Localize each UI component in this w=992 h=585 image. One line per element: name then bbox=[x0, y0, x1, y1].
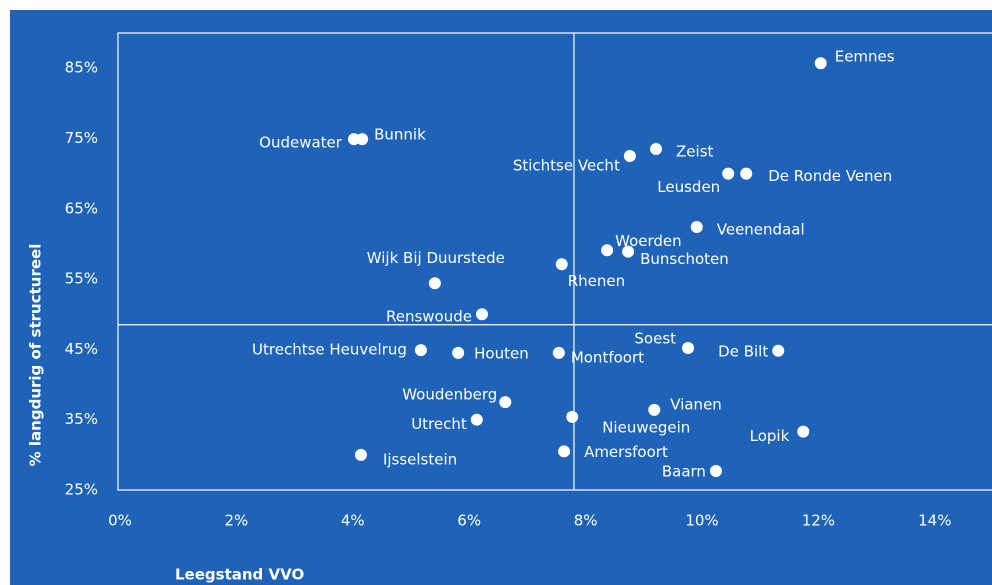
x-tick-label: 8% bbox=[574, 512, 598, 530]
point bbox=[797, 425, 810, 438]
point-label: Vianen bbox=[670, 395, 722, 413]
point bbox=[452, 346, 465, 359]
point bbox=[772, 344, 785, 357]
point bbox=[690, 221, 703, 234]
y-tick-label: 45% bbox=[65, 340, 98, 358]
point bbox=[476, 308, 489, 321]
x-axis-title: Leegstand VVO bbox=[175, 566, 304, 584]
y-tick-label: 55% bbox=[65, 270, 98, 288]
point-label: Veenendaal bbox=[717, 221, 805, 239]
x-tick-label: 2% bbox=[225, 512, 249, 530]
point-label: Baarn bbox=[662, 463, 706, 481]
x-tick-label: 4% bbox=[341, 512, 365, 530]
point bbox=[555, 258, 568, 271]
point bbox=[470, 413, 483, 426]
point-label: Eemnes bbox=[835, 48, 895, 66]
point-label: Montfoort bbox=[571, 348, 644, 366]
point-label: Ijsselstein bbox=[383, 450, 457, 468]
point-label: Woudenberg bbox=[402, 386, 497, 404]
point-label: Renswoude bbox=[386, 308, 472, 326]
x-tick-label: 6% bbox=[457, 512, 481, 530]
point-label: Nieuwegein bbox=[602, 418, 690, 436]
point bbox=[650, 143, 663, 156]
point bbox=[722, 167, 735, 180]
x-tick-label: 14% bbox=[918, 512, 951, 530]
x-tick-label: 12% bbox=[802, 512, 835, 530]
point bbox=[648, 403, 661, 416]
point bbox=[709, 465, 722, 478]
point-label: De Ronde Venen bbox=[768, 167, 892, 185]
point bbox=[428, 277, 441, 290]
point bbox=[354, 448, 367, 461]
y-axis-title: % langdurig of structureel bbox=[27, 244, 45, 467]
x-tick-label: 0% bbox=[108, 512, 132, 530]
point-label: De Bilt bbox=[718, 342, 768, 360]
x-tick-label: 10% bbox=[685, 512, 718, 530]
point bbox=[558, 445, 571, 458]
point-label: Houten bbox=[474, 344, 529, 362]
point bbox=[601, 244, 614, 257]
point bbox=[356, 133, 369, 146]
point bbox=[499, 396, 512, 409]
point-label: Woerden bbox=[615, 232, 682, 250]
point-label: Rhenen bbox=[568, 272, 625, 290]
point-label: Wijk Bij Duurstede bbox=[367, 249, 505, 267]
point-label: Oudewater bbox=[259, 134, 343, 152]
point-label: Stichtse Vecht bbox=[513, 157, 620, 175]
point-label: Lopik bbox=[750, 427, 790, 445]
y-tick-label: 75% bbox=[65, 129, 98, 147]
point bbox=[552, 346, 565, 359]
point bbox=[740, 167, 753, 180]
point-label: Zeist bbox=[676, 143, 713, 161]
plot-frame bbox=[117, 32, 992, 491]
y-tick-label: 35% bbox=[65, 410, 98, 428]
point-label: Utrechtse Heuvelrug bbox=[252, 341, 407, 359]
y-tick-label: 85% bbox=[65, 59, 98, 77]
point bbox=[623, 150, 636, 163]
point-label: Amersfoort bbox=[584, 443, 668, 461]
point bbox=[414, 344, 427, 357]
point bbox=[622, 245, 635, 258]
point bbox=[682, 341, 695, 354]
point-label: Bunnik bbox=[374, 126, 426, 144]
y-tick-label: 25% bbox=[65, 481, 98, 499]
point-label: Soest bbox=[634, 329, 676, 347]
point-label: Leusden bbox=[657, 178, 720, 196]
point-label: Bunschoten bbox=[640, 250, 729, 268]
plot-background bbox=[10, 10, 992, 585]
point bbox=[566, 410, 579, 423]
point bbox=[814, 57, 827, 70]
point-label: Utrecht bbox=[411, 415, 467, 433]
y-tick-label: 65% bbox=[65, 199, 98, 217]
